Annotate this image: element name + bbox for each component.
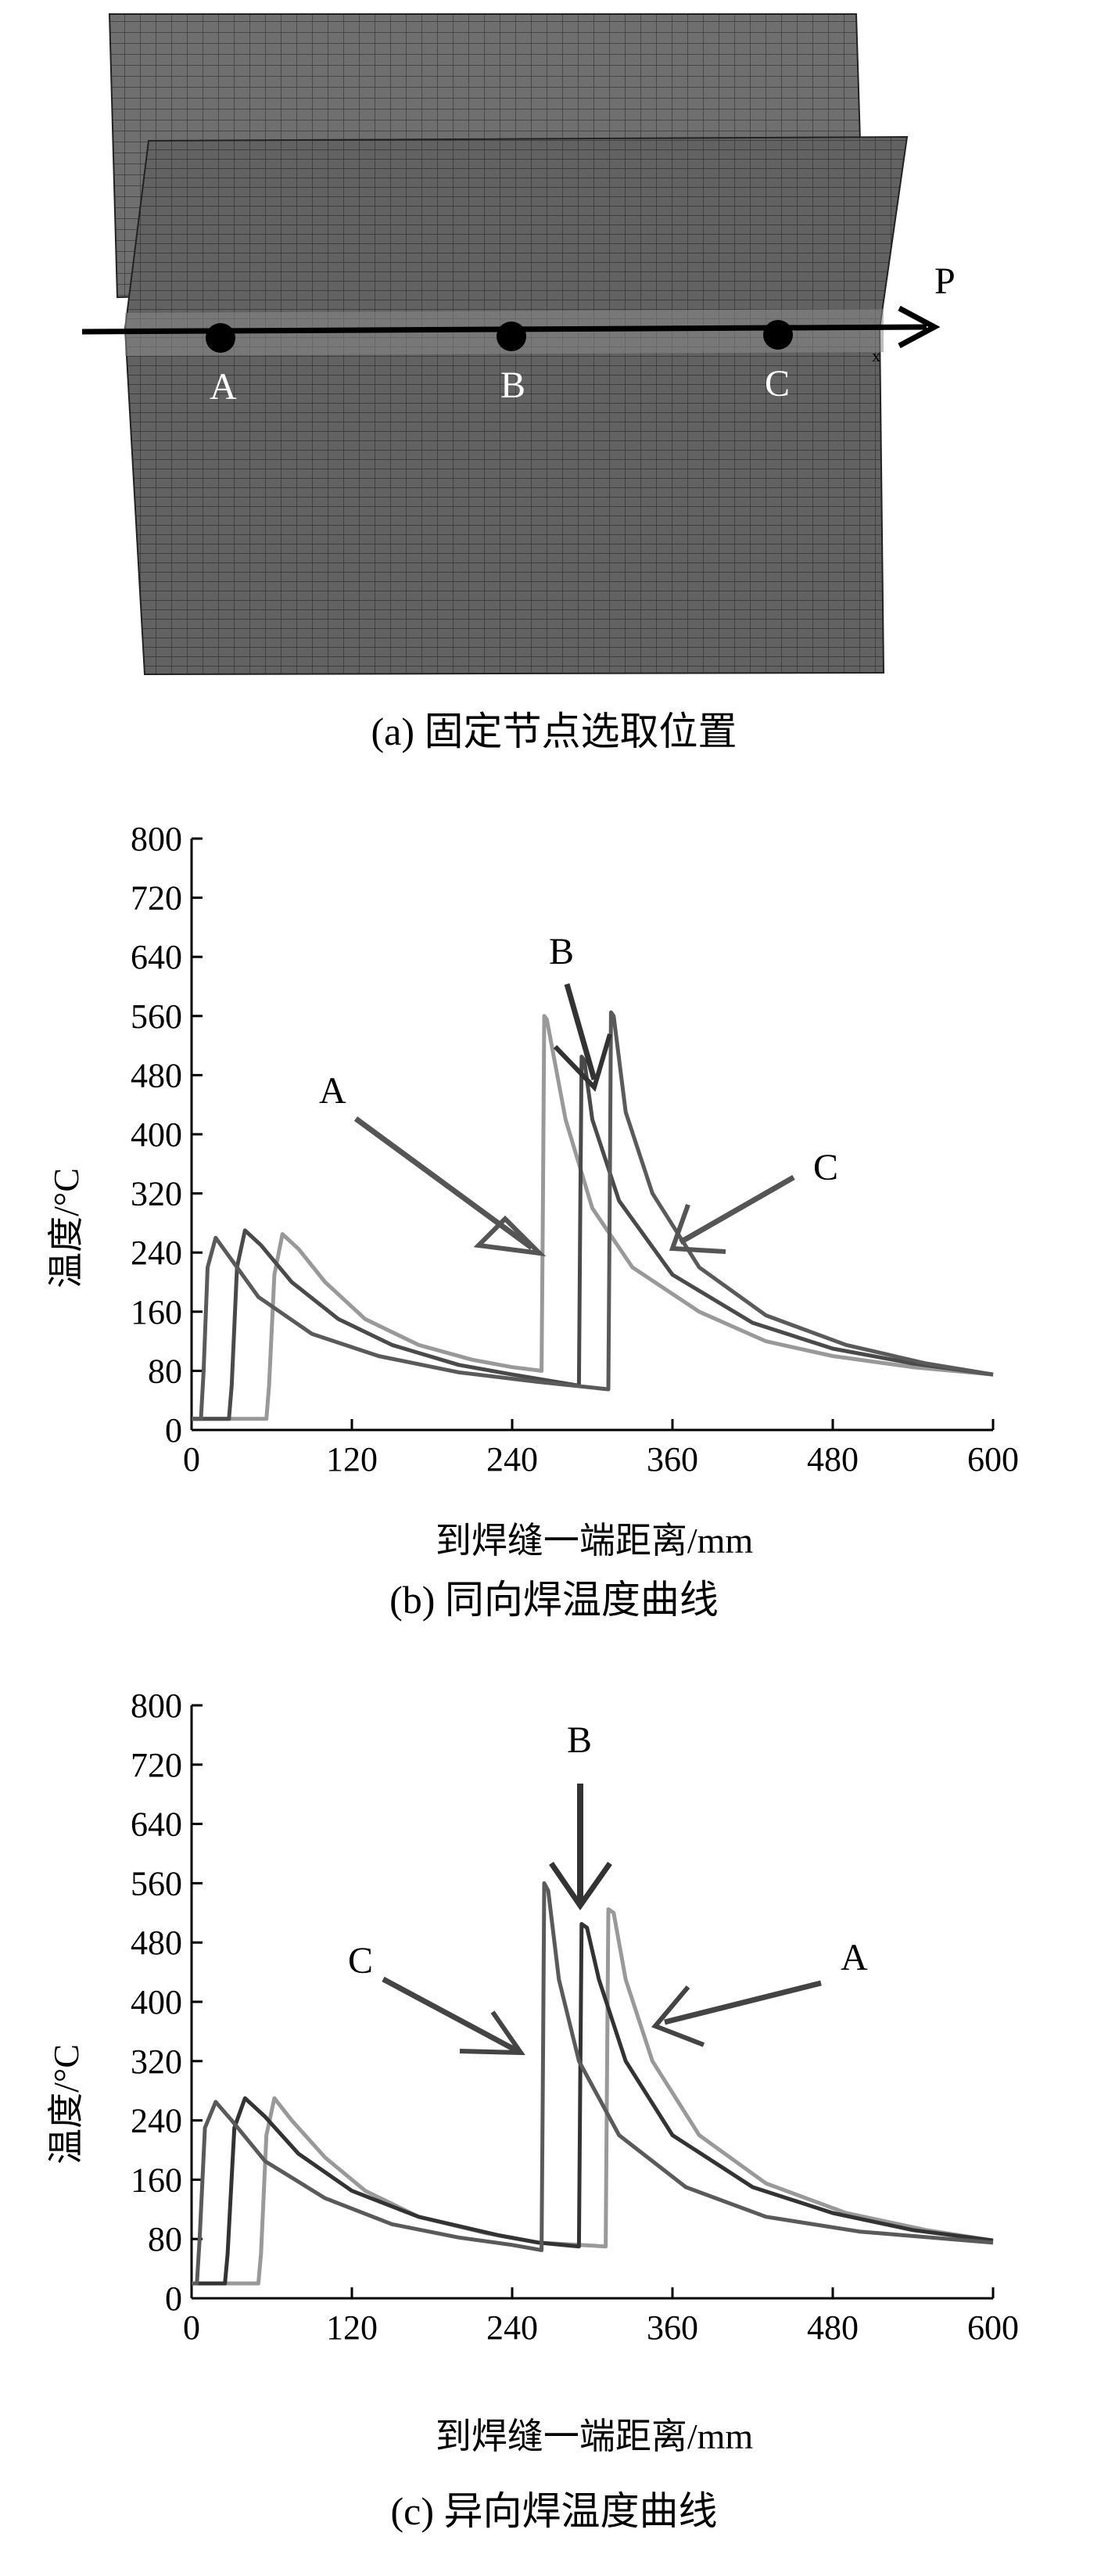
annotation-a-arrowhead — [651, 1985, 705, 2047]
node-b — [497, 322, 526, 351]
chart-c-svg: 0 80 160 240 320 400 480 560 640 720 800 0 120 240 360… — [46, 1687, 1019, 2456]
y-tick-label: 480 — [131, 1924, 182, 1962]
series-line-c — [192, 1010, 994, 1421]
x-tick-label: 600 — [967, 1440, 1019, 1478]
x-tick-label: 480 — [807, 2308, 859, 2347]
chart-b: 0 80 160 240 320 400 480 560 640 720 800 0 120 240 360… — [0, 790, 1108, 1635]
series-line-a — [192, 1907, 994, 2286]
x-tick-label: 0 — [183, 1440, 200, 1478]
path-arrow-head — [898, 305, 941, 349]
y-tick-label: 720 — [131, 1746, 182, 1784]
y-tick-label: 240 — [131, 1234, 182, 1272]
mesh-figure: P x A B C (a) 固定节点选取位置 — [0, 0, 1108, 753]
y-tick-label: 560 — [131, 997, 182, 1036]
annotation-c-label: C — [813, 1147, 838, 1188]
y-tick-label: 0 — [165, 2280, 182, 2318]
annotation-a-label: A — [319, 1070, 346, 1112]
y-tick-label: 0 — [165, 1411, 182, 1450]
x-tick-label: 0 — [183, 2308, 200, 2347]
annotation-c-label: C — [348, 1940, 373, 1981]
y-tick-label: 480 — [131, 1056, 182, 1094]
annotation-a-arrow — [664, 1980, 822, 2025]
path-label: P — [934, 260, 956, 302]
ylabel: 温度/°C — [46, 2044, 86, 2165]
y-tick-label: 800 — [131, 1687, 182, 1725]
y-tick-label: 240 — [131, 2102, 182, 2140]
node-c — [763, 320, 793, 350]
mesh-caption: (a) 固定节点选取位置 — [371, 710, 737, 753]
chart-c-caption: (c) 异向焊温度曲线 — [390, 2489, 718, 2533]
series-line-b — [192, 1922, 994, 2286]
annotation-b-label: B — [567, 1719, 592, 1761]
y-tick-label: 320 — [131, 2042, 182, 2081]
y-tick-label: 160 — [131, 2161, 182, 2199]
y-tick-label: 400 — [131, 1116, 182, 1154]
x-tick-label: 120 — [326, 2308, 378, 2347]
x-tick-label: 360 — [647, 2308, 698, 2347]
x-tick-label: 240 — [486, 2308, 538, 2347]
x-tick-label: 480 — [807, 1440, 859, 1478]
annotation-c-arrow — [382, 1976, 519, 2054]
y-tick-label: 640 — [131, 1805, 182, 1844]
y-tick-label: 400 — [131, 1983, 182, 2021]
xlabel: 到焊缝一端距离/mm — [436, 1521, 754, 1561]
node-a-label: A — [210, 366, 237, 408]
ylabel: 温度/°C — [46, 1168, 86, 1288]
annotation-c-arrowhead — [459, 2010, 525, 2056]
annotation-c-arrowhead — [669, 1203, 726, 1254]
series-line-a — [192, 1014, 994, 1421]
x-tick-label: 600 — [967, 2308, 1019, 2347]
y-tick-label: 160 — [131, 1293, 182, 1331]
node-c-label: C — [765, 363, 790, 404]
annotation-a-arrowhead — [473, 1215, 547, 1257]
node-b-label: B — [500, 365, 525, 406]
annotation-c-arrow — [679, 1174, 795, 1245]
y-tick-label: 640 — [131, 938, 182, 976]
corner-mark: x — [872, 346, 880, 365]
annotation-b-arrowhead — [553, 1033, 612, 1092]
series-line-c — [192, 1881, 994, 2286]
x-tick-label: 360 — [647, 1440, 698, 1478]
chart-b-caption: (b) 同向焊温度曲线 — [389, 1578, 719, 1622]
xlabel: 到焊缝一端距离/mm — [436, 2416, 754, 2456]
x-tick-label: 120 — [326, 1440, 378, 1478]
chart-c: 0 80 160 240 320 400 480 560 640 720 800 0 120 240 360… — [0, 1674, 1108, 2576]
annotation-a-arrow — [353, 1116, 534, 1250]
y-tick-label: 80 — [148, 1352, 182, 1390]
annotation-b-arrowhead — [549, 1861, 612, 1911]
series-line-b — [192, 1054, 994, 1421]
y-tick-label: 320 — [131, 1175, 182, 1213]
y-tick-label: 720 — [131, 879, 182, 918]
y-tick-label: 560 — [131, 1864, 182, 1902]
chart-b-svg: 0 80 160 240 320 400 480 560 640 720 800 0 120 240 360… — [46, 820, 1019, 1561]
x-tick-label: 240 — [486, 1440, 538, 1478]
y-tick-label: 80 — [148, 2220, 182, 2258]
mesh-svg: P x A B C — [81, 13, 956, 676]
annotation-b-arrow — [564, 983, 597, 1080]
annotation-a-label: A — [841, 1937, 868, 1978]
y-tick-label: 800 — [131, 820, 182, 858]
annotation-b-label: B — [549, 931, 574, 972]
node-a — [206, 323, 235, 353]
